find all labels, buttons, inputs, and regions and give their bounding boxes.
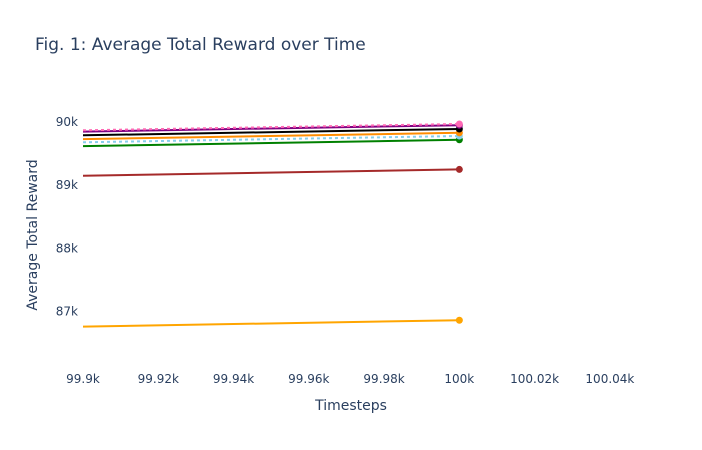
series-line-7	[82, 124, 460, 133]
series-line-1	[82, 319, 460, 328]
series-line-8	[82, 123, 460, 132]
series-layer	[82, 120, 463, 328]
y-tick-label: 90k	[56, 115, 78, 129]
series-8-end-marker	[455, 120, 463, 128]
x-tick-label: 100.04k	[585, 372, 634, 386]
x-tick-label: 99.94k	[213, 372, 254, 386]
y-tick-label: 88k	[56, 241, 78, 255]
x-tick-label: 100.02k	[510, 372, 559, 386]
x-tick-label: 99.96k	[288, 372, 329, 386]
x-tick-label: 99.92k	[138, 372, 179, 386]
series-line-3	[82, 138, 460, 148]
x-tick-label: 99.98k	[363, 372, 404, 386]
series-line-4	[82, 135, 460, 144]
series-line-5	[82, 131, 460, 141]
y-axis-ticks: 87k 88k 89k 90k	[56, 115, 78, 318]
x-axis-ticks: 99.9k 99.92k 99.94k 99.96k 99.98k 100k 100.02k…	[66, 372, 634, 386]
x-axis-title: Timesteps	[314, 398, 387, 414]
y-axis-title: Average Total Reward	[25, 159, 41, 310]
x-tick-label: 100k	[444, 372, 474, 386]
series-2-end-marker	[455, 165, 463, 173]
y-tick-label: 87k	[56, 304, 78, 318]
series-line-6	[82, 128, 460, 137]
series-1-end-marker	[455, 316, 463, 324]
chart-title: Fig. 1: Average Total Reward over Time	[35, 35, 366, 55]
y-tick-label: 89k	[56, 178, 78, 192]
x-tick-label: 99.9k	[66, 372, 100, 386]
series-line-2	[82, 168, 460, 177]
